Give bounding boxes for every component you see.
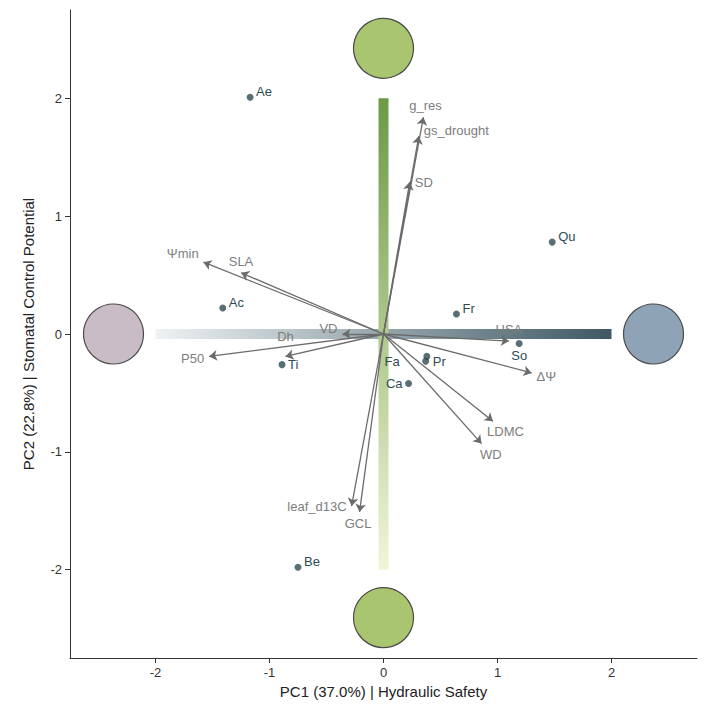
- svg-text:PC1 (37.0%) | Hydraulic Safety: PC1 (37.0%) | Hydraulic Safety: [280, 683, 488, 700]
- svg-text:WD: WD: [480, 447, 502, 462]
- svg-text:g_res: g_res: [409, 98, 442, 113]
- svg-text:Qu: Qu: [558, 229, 575, 244]
- svg-text:2: 2: [55, 91, 62, 106]
- svg-text:-1: -1: [50, 444, 62, 459]
- svg-text:leaf_d13C: leaf_d13C: [287, 499, 346, 514]
- svg-text:0: 0: [380, 665, 387, 680]
- svg-text:SD: SD: [415, 175, 433, 190]
- svg-text:Fr: Fr: [462, 301, 475, 316]
- svg-text:gs_drought: gs_drought: [424, 123, 489, 138]
- svg-text:SLA: SLA: [229, 254, 254, 269]
- svg-text:Pr: Pr: [433, 354, 447, 369]
- svg-text:Ca: Ca: [386, 376, 403, 391]
- svg-text:1: 1: [494, 665, 501, 680]
- svg-text:Ac: Ac: [229, 295, 245, 310]
- svg-text:Ψmin: Ψmin: [167, 246, 199, 261]
- svg-text:GCL: GCL: [345, 516, 372, 531]
- svg-text:ΔΨ: ΔΨ: [537, 369, 557, 384]
- svg-text:Be: Be: [304, 554, 320, 569]
- svg-text:-2: -2: [50, 562, 62, 577]
- svg-text:Dh: Dh: [277, 329, 294, 344]
- svg-text:0: 0: [55, 327, 62, 342]
- svg-text:-2: -2: [150, 665, 162, 680]
- svg-text:HSA: HSA: [496, 322, 523, 337]
- svg-text:LDMC: LDMC: [487, 424, 524, 439]
- svg-text:P50: P50: [181, 351, 204, 366]
- svg-text:2: 2: [608, 665, 615, 680]
- svg-text:-1: -1: [264, 665, 276, 680]
- svg-text:Ti: Ti: [288, 357, 298, 372]
- svg-text:Fa: Fa: [385, 354, 401, 369]
- svg-text:Ae: Ae: [256, 84, 272, 99]
- svg-text:VD: VD: [319, 321, 337, 336]
- svg-text:1: 1: [55, 209, 62, 224]
- svg-text:So: So: [511, 348, 527, 363]
- svg-text:PC2 (22.8%) | Stomatal Control: PC2 (22.8%) | Stomatal Control Potential: [20, 198, 37, 470]
